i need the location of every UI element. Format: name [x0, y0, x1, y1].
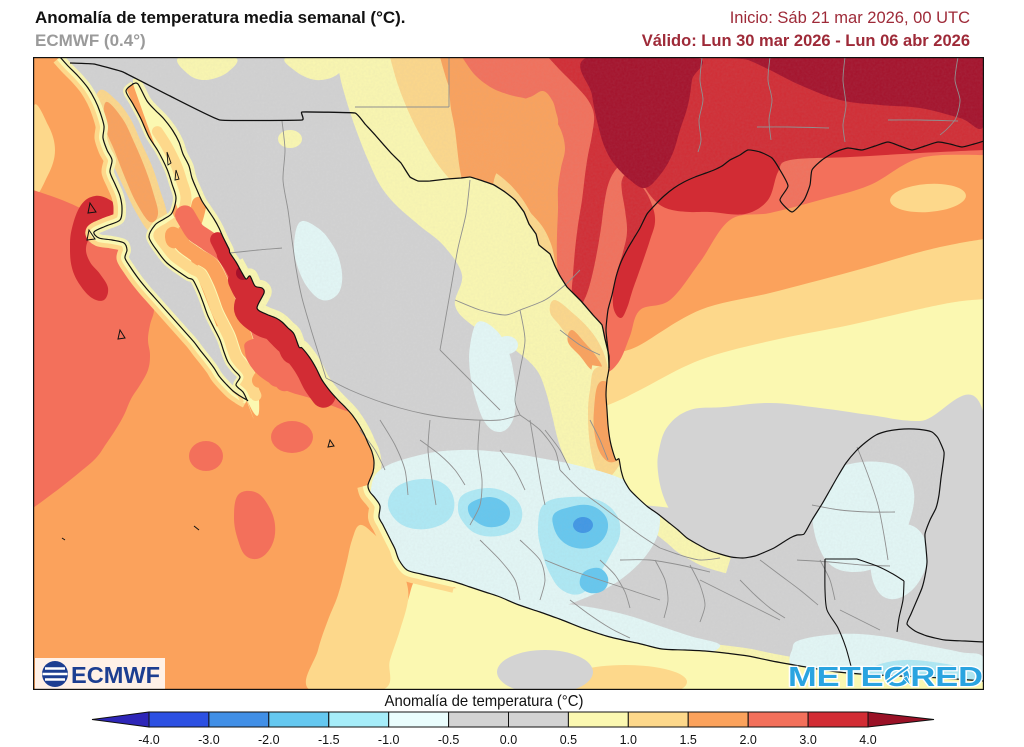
- svg-text:1.5: 1.5: [680, 733, 697, 747]
- svg-text:0.5: 0.5: [560, 733, 577, 747]
- svg-text:-0.5: -0.5: [438, 733, 460, 747]
- svg-text:1.0: 1.0: [620, 733, 637, 747]
- svg-text:0.0: 0.0: [500, 733, 517, 747]
- svg-text:Anomalía de temperatura (°C): Anomalía de temperatura (°C): [385, 693, 584, 710]
- svg-text:4.0: 4.0: [859, 733, 876, 747]
- svg-text:2.0: 2.0: [740, 733, 757, 747]
- svg-text:-4.0: -4.0: [138, 733, 160, 747]
- svg-text:-2.0: -2.0: [258, 733, 280, 747]
- svg-text:METEORED: METEORED: [788, 661, 983, 690]
- svg-text:-1.5: -1.5: [318, 733, 340, 747]
- svg-text:-3.0: -3.0: [198, 733, 220, 747]
- svg-text:3.0: 3.0: [799, 733, 816, 747]
- svg-text:-1.0: -1.0: [378, 733, 400, 747]
- svg-text:ECMWF: ECMWF: [71, 662, 160, 688]
